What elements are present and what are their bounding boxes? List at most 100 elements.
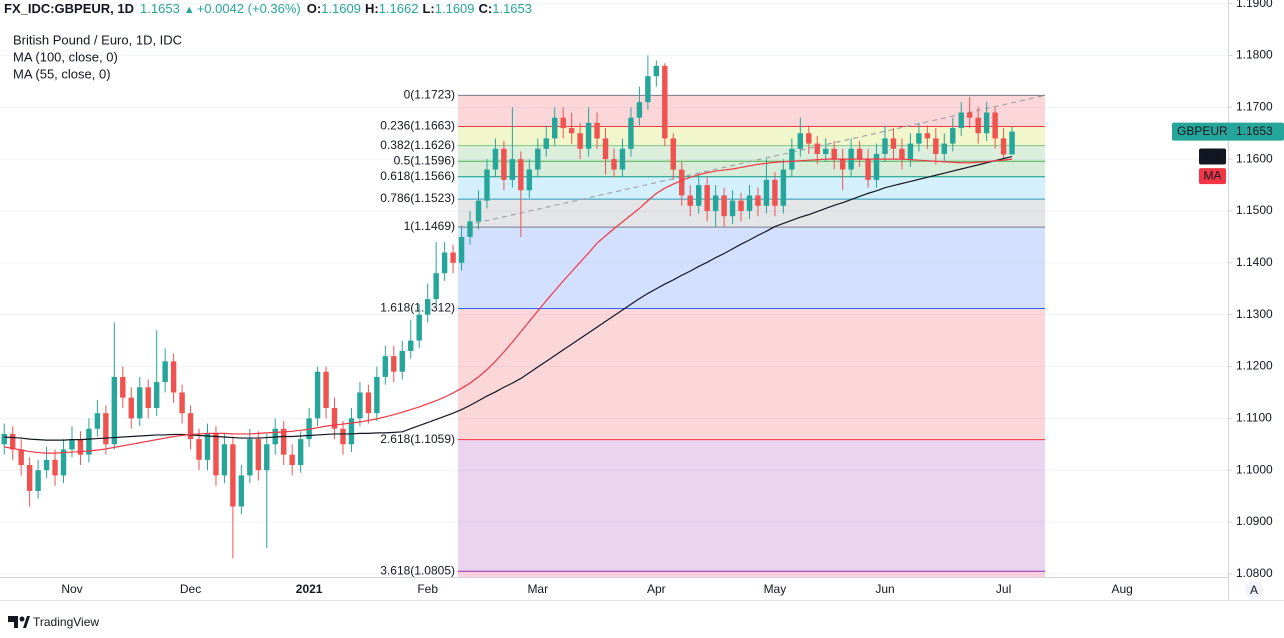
y-tick-label: 1.1900 <box>1236 0 1273 10</box>
candle-body <box>18 449 24 466</box>
candle-body <box>721 195 727 217</box>
price-badge-symbol: GBPEUR <box>1177 124 1228 138</box>
candle-body <box>26 465 33 491</box>
candle-body <box>441 252 448 274</box>
fib-zone <box>458 176 1045 200</box>
price-badge <box>1172 122 1284 141</box>
candle-body <box>509 159 516 180</box>
candle-body <box>823 148 829 154</box>
x-tick-label: Apr <box>647 582 666 596</box>
candle-body <box>162 361 168 383</box>
candle-body <box>941 143 947 154</box>
candle-body <box>882 138 888 154</box>
candle-body <box>221 444 228 476</box>
candle-body <box>501 148 507 180</box>
candle-body <box>382 356 389 377</box>
candle-body <box>992 112 998 139</box>
candle-body <box>636 102 643 118</box>
candle-body <box>103 413 109 445</box>
candle-body <box>492 148 499 170</box>
candle-body <box>204 433 211 460</box>
candle-body <box>856 148 863 160</box>
scale-button-label[interactable]: A <box>1250 583 1258 597</box>
candle-body <box>187 413 194 440</box>
candle-body <box>662 65 668 139</box>
candle-body <box>416 314 422 341</box>
scale-button-bg[interactable] <box>1245 581 1263 599</box>
y-tick-label: 1.1700 <box>1236 99 1273 113</box>
candle-body <box>543 138 549 149</box>
candle-body <box>433 273 439 300</box>
x-tick-label: Nov <box>61 582 82 596</box>
candle-body <box>865 159 871 180</box>
y-tick-label: 1.1100 <box>1236 411 1272 425</box>
fib-label: 0(1.1723) <box>404 88 455 102</box>
fib-label: 0.5(1.1596) <box>394 153 455 167</box>
x-tick-label: Feb <box>417 582 438 596</box>
y-tick-label: 1.1200 <box>1236 359 1273 373</box>
candle-body <box>475 200 482 222</box>
candle-body <box>238 475 245 507</box>
candle-body <box>9 433 16 450</box>
fib-label: 0.786(1.1523) <box>380 191 455 205</box>
ohlc-value: 1.1609 <box>435 1 475 16</box>
candle-body <box>213 433 219 476</box>
logo-mark <box>19 616 25 622</box>
candle-body <box>170 361 177 393</box>
candle-body <box>780 169 787 206</box>
candle-body <box>789 148 795 170</box>
candle-body <box>611 159 617 170</box>
candle-body <box>230 444 236 507</box>
candle-body <box>958 112 964 129</box>
candle-body <box>890 138 897 149</box>
fib-zone <box>458 161 1045 177</box>
candle-body <box>458 236 465 263</box>
x-tick-label: Dec <box>180 582 201 596</box>
fib-label: 1.618(1.1312) <box>380 301 455 315</box>
candle-body <box>704 185 710 211</box>
symbol: FX_IDC:GBPEUR, 1D <box>4 1 134 16</box>
candle-body <box>645 76 651 103</box>
candle-body <box>679 169 685 196</box>
fib-zone <box>458 308 1045 440</box>
ohlc-value: 1.1662 <box>379 1 419 16</box>
candle-body <box>916 133 922 144</box>
footer-brand[interactable]: TradingView <box>33 615 99 629</box>
candle-body <box>86 428 92 455</box>
candle-body <box>806 133 812 144</box>
candle-body <box>729 200 736 217</box>
candle-body <box>585 122 592 149</box>
candle-body <box>43 459 50 471</box>
candle-body <box>814 143 820 154</box>
x-tick-label: Jul <box>996 582 1011 596</box>
ohlc-label: L: <box>422 1 434 16</box>
candle-body <box>924 133 931 139</box>
fib-trend-line <box>457 94 1046 228</box>
y-tick-label: 1.1400 <box>1236 255 1273 269</box>
candle-body <box>628 117 634 149</box>
candle-body <box>289 454 295 466</box>
fib-label: 2.618(1.1059) <box>380 432 455 446</box>
fib-label: 0.236(1.1663) <box>380 119 455 133</box>
scale-button[interactable]: A <box>1245 581 1263 599</box>
candle-body <box>619 148 626 170</box>
candle-body <box>128 397 134 419</box>
candle-body <box>899 148 905 160</box>
candle-body <box>950 128 956 144</box>
candle-body <box>933 138 939 154</box>
candle-body <box>772 179 778 206</box>
candle-body <box>120 376 126 398</box>
candle-body <box>77 439 84 455</box>
legend-entry: MA (100, close, 0) <box>13 49 118 64</box>
ohlc-label: H: <box>365 1 379 16</box>
candle-body <box>983 112 990 134</box>
candle-body <box>975 117 981 134</box>
candle-body <box>314 371 321 419</box>
footer-logo[interactable]: TradingView <box>8 615 99 629</box>
candle-body <box>839 159 846 170</box>
candle-body <box>323 371 329 408</box>
candle-body <box>552 117 558 139</box>
candle-body <box>69 439 75 450</box>
candle-body <box>602 138 609 160</box>
